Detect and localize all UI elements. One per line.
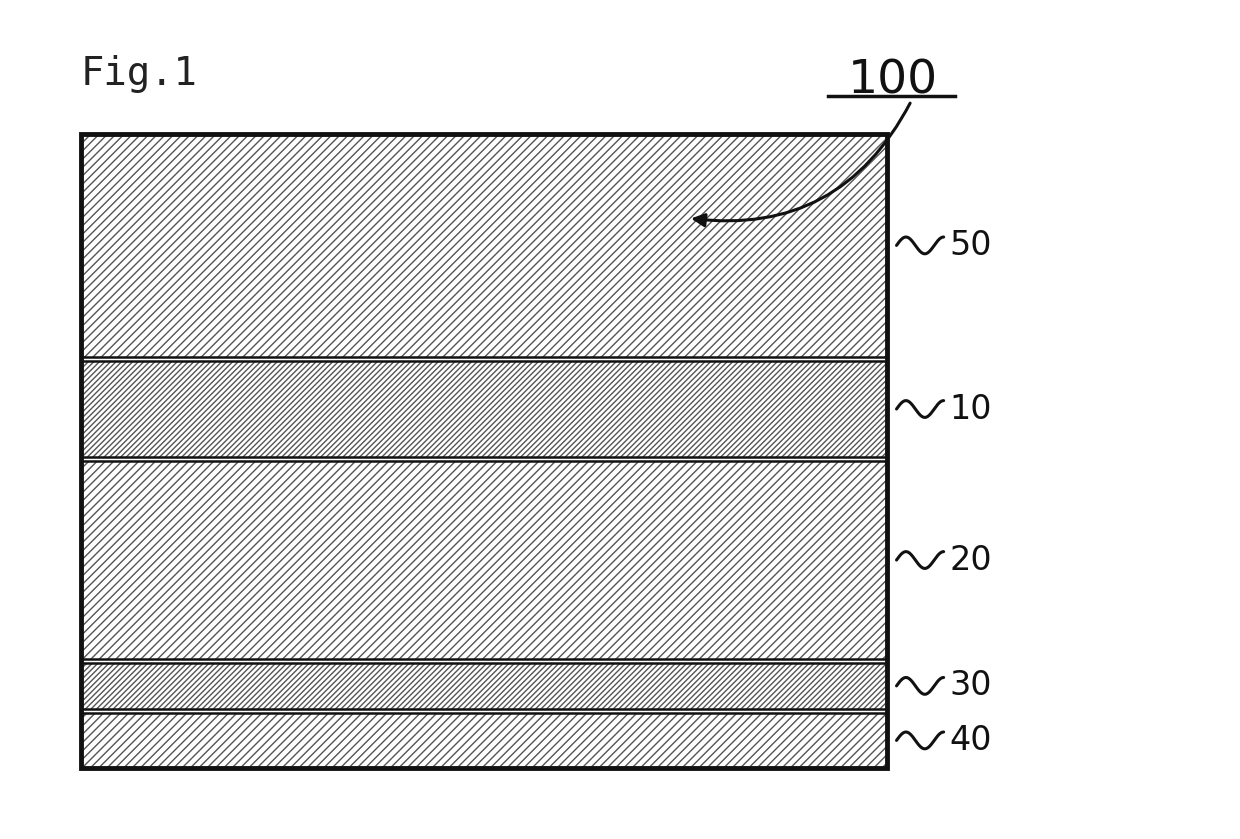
- Bar: [81, 663, 887, 709]
- Bar: [81, 663, 887, 709]
- Bar: [81, 461, 887, 659]
- Bar: [81, 134, 887, 768]
- Bar: [81, 713, 887, 768]
- Bar: [81, 461, 887, 659]
- Text: 50: 50: [950, 229, 992, 262]
- Text: 100: 100: [848, 59, 937, 104]
- Bar: [81, 134, 887, 357]
- Bar: [81, 713, 887, 768]
- Text: 40: 40: [950, 724, 992, 757]
- Bar: [81, 713, 887, 768]
- Bar: [81, 361, 887, 457]
- Text: Fig.1: Fig.1: [81, 55, 197, 92]
- Bar: [81, 361, 887, 457]
- Bar: [81, 461, 887, 659]
- Text: 20: 20: [950, 544, 992, 576]
- Text: 10: 10: [950, 393, 992, 425]
- Bar: [81, 361, 887, 457]
- Bar: [81, 663, 887, 709]
- Text: 30: 30: [950, 670, 992, 702]
- Bar: [81, 134, 887, 357]
- Bar: [81, 134, 887, 357]
